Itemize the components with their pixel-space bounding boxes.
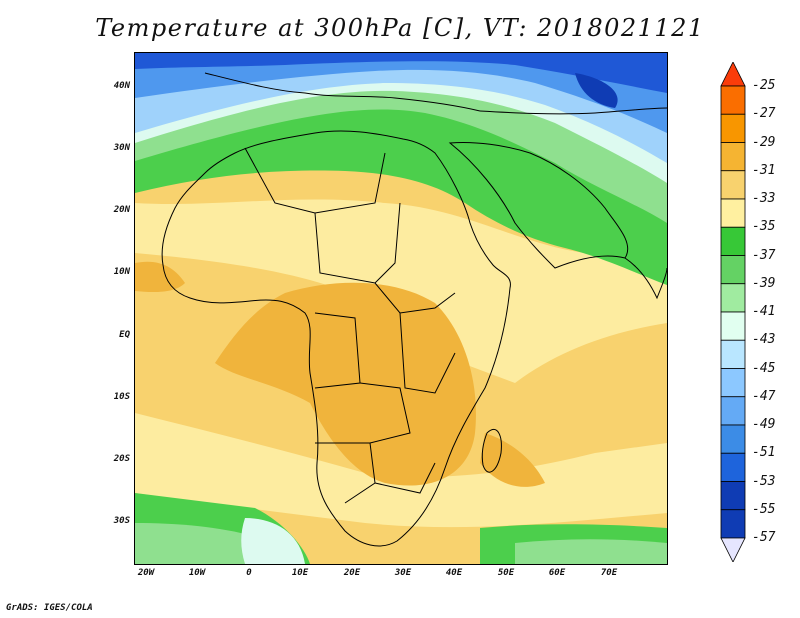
colorbar [720, 62, 746, 562]
lon-tick-40e: 40E [445, 568, 463, 578]
border-c4 [399, 312, 456, 394]
field-warm-west [135, 261, 185, 293]
colorbar-label: -27 [752, 106, 776, 122]
lat-tick-10s: 10S [113, 392, 130, 402]
lat-tick-30n: 30N [113, 143, 130, 153]
lat-tick-10n: 10N [113, 267, 130, 277]
field-cyan-south [241, 518, 305, 564]
lat-tick-eq: EQ [119, 330, 130, 340]
temperature-field [135, 53, 667, 564]
colorbar-top-arrow [720, 62, 746, 87]
coastlines [161, 72, 667, 547]
india-coast [624, 257, 667, 300]
lon-tick-10w: 10W [188, 568, 206, 578]
colorbar-label: -47 [752, 388, 776, 404]
colorbar-swatch [720, 368, 746, 398]
colorbar-swatch [720, 255, 746, 285]
lat-tick-40n: 40N [113, 81, 130, 91]
lon-tick-20e: 20E [343, 568, 361, 578]
colorbar-swatch [720, 396, 746, 426]
colorbar-swatch [720, 339, 746, 369]
lat-tick-20s: 20S [113, 454, 130, 464]
field-darkblue-north [135, 53, 667, 93]
field-lightgreen-southeast [515, 539, 667, 564]
lon-tick-10e: 10E [291, 568, 309, 578]
colorbar-label: -35 [752, 219, 776, 235]
colorbar-swatch [720, 170, 746, 200]
colorbar-label: -57 [752, 530, 776, 545]
lat-tick-20n: 20N [113, 205, 130, 215]
colorbar-swatch [720, 452, 746, 482]
madagascar-coast [481, 428, 502, 473]
colorbar-label: -25 [752, 78, 776, 93]
colorbar-swatch [720, 509, 746, 539]
field-darkest-north [575, 73, 618, 108]
colorbar-label: -51 [752, 445, 776, 461]
border-c2 [314, 312, 361, 389]
lon-tick-60e: 60E [548, 568, 566, 578]
lon-tick-30e: 30E [394, 568, 412, 578]
colorbar-label: -41 [752, 304, 776, 319]
europe-coast [204, 72, 481, 112]
colorbar-label: -33 [752, 191, 776, 206]
lat-tick-30s: 30S [113, 516, 130, 526]
colorbar-swatch [720, 142, 746, 172]
temperature-map [134, 52, 668, 565]
colorbar-swatch [720, 85, 746, 115]
colorbar-label: -45 [752, 360, 776, 376]
border-c1 [374, 282, 456, 314]
colorbar-swatch [720, 424, 746, 454]
field-pale-south [135, 413, 667, 528]
colorbar-swatch [720, 283, 746, 313]
colorbar-label: -37 [752, 247, 776, 263]
colorbar-swatch [720, 311, 746, 341]
asia-coast [479, 107, 667, 115]
colorbar-label: -29 [752, 134, 776, 150]
lon-tick-50e: 50E [497, 568, 515, 578]
lon-tick-0: 0 [246, 568, 252, 578]
colorbar-label: -31 [752, 162, 776, 178]
colorbar-label: -39 [752, 275, 776, 291]
colorbar-label: -43 [752, 332, 776, 348]
arabia-coast [448, 142, 629, 269]
map-title: Temperature at 300hPa [C], VT: 201802112… [95, 14, 705, 42]
africa-coast [161, 130, 511, 547]
border-c3 [359, 382, 411, 444]
colorbar-swatch [720, 113, 746, 143]
colorbar-bottom-arrow [720, 537, 746, 562]
colorbar-swatch [720, 198, 746, 228]
border-s2 [374, 462, 436, 494]
colorbar-label: -55 [752, 501, 776, 517]
colorbar-label: -49 [752, 417, 776, 432]
colorbar-swatch [720, 226, 746, 256]
colorbar-swatch [720, 481, 746, 511]
field-blue-north [135, 53, 667, 133]
grads-credit: GrADS: IGES/COLA [6, 603, 93, 613]
border-s1 [315, 442, 376, 504]
lon-tick-70e: 70E [600, 568, 618, 578]
lon-tick-20w: 20W [137, 568, 155, 578]
colorbar-label: -53 [752, 473, 776, 489]
field-warm-east [480, 433, 545, 487]
